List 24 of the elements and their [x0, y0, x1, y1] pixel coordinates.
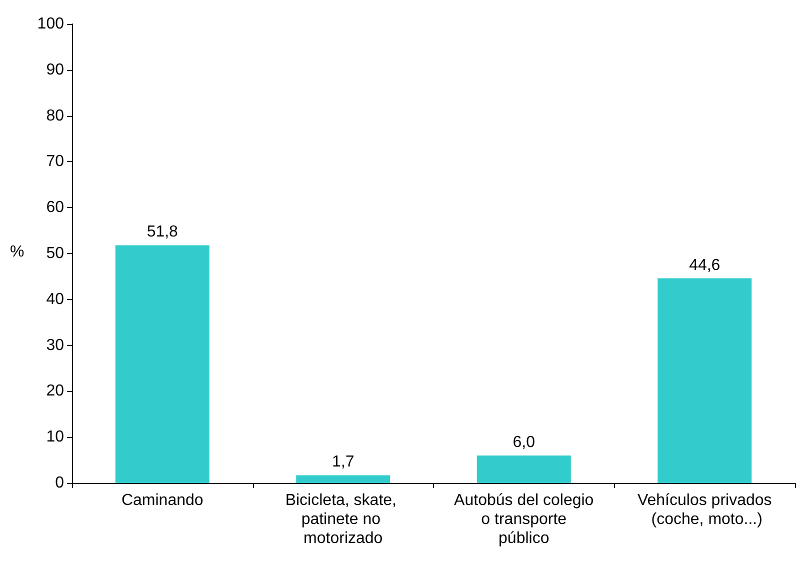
y-tick-label: 80 [46, 107, 64, 124]
y-tick-label: 30 [46, 336, 64, 354]
y-tick-label: 10 [46, 428, 64, 446]
y-axis-title: % [10, 244, 24, 260]
data-label: 51,8 [146, 224, 178, 241]
bar [115, 245, 210, 483]
y-tick-label: 40 [46, 290, 64, 308]
y-tick-label: 50 [46, 245, 64, 262]
x-tick-label: Bicicleta, skate, patinete no motorizado [285, 492, 401, 547]
data-label: 1,7 [332, 454, 354, 471]
bar [476, 455, 571, 483]
data-label: 6,0 [512, 434, 536, 451]
y-tick-label: 60 [46, 199, 64, 216]
y-tick-label: 90 [46, 61, 64, 78]
x-tick-label: Vehículos privados (coche, moto...) [637, 492, 772, 528]
bar [658, 278, 752, 483]
y-tick-label: 0 [55, 474, 64, 492]
bar [296, 475, 390, 483]
x-tick-label: Autobús del colegio o transporte público [454, 492, 594, 547]
y-tick-label: 100 [37, 16, 64, 32]
y-tick-label: 20 [46, 382, 64, 400]
y-tick-label: 70 [46, 153, 64, 170]
data-label: 44,6 [689, 256, 720, 274]
x-tick-label: Caminando [121, 492, 204, 509]
